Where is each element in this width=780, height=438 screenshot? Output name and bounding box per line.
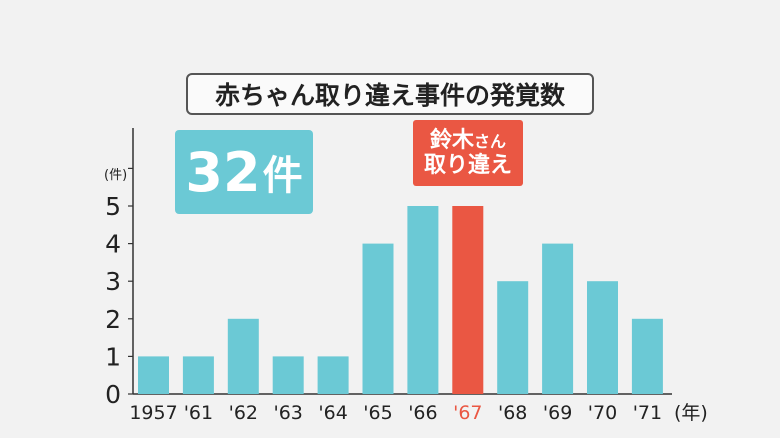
bar: [182, 356, 214, 394]
bar: [631, 318, 663, 394]
y-tick-label: 3: [105, 267, 121, 296]
x-tick-label: '67: [453, 402, 482, 424]
x-tick-label: '62: [229, 402, 258, 424]
highlight-callout: 鈴木さん 取り違え: [413, 120, 523, 186]
x-tick-label: '71: [633, 402, 662, 424]
x-tick-label: '61: [184, 402, 213, 424]
bar: [542, 243, 574, 394]
bar: [497, 281, 529, 394]
bar: [227, 318, 259, 394]
bar: [362, 243, 394, 394]
x-tick-label: '65: [363, 402, 392, 424]
bar-highlight: [452, 206, 484, 394]
total-count-value: 32: [185, 140, 261, 204]
total-count-unit: 件: [262, 153, 303, 199]
x-tick-label: '66: [408, 402, 437, 424]
bar: [407, 206, 439, 394]
y-tick-label: 0: [105, 380, 121, 409]
x-tick-label: '63: [273, 402, 302, 424]
x-tick-label: 1957: [129, 402, 177, 424]
x-tick-label: '64: [318, 402, 347, 424]
y-tick-label: 5: [105, 192, 121, 221]
y-axis-unit-label: (件): [104, 168, 128, 183]
x-tick-label: '70: [588, 402, 617, 424]
bar: [138, 356, 169, 394]
x-tick-label: '68: [498, 402, 527, 424]
callout-name: 鈴木: [429, 127, 474, 153]
bar: [317, 356, 349, 394]
y-tick-label: 1: [105, 342, 121, 371]
bar: [587, 281, 618, 394]
callout-honorific: さん: [474, 131, 507, 151]
y-tick-label: 2: [105, 305, 121, 334]
callout-line-2: 取り違え: [423, 153, 512, 178]
chart-title: 赤ちゃん取り違え事件の発覚数: [186, 73, 594, 115]
x-axis-unit-label: (年): [674, 402, 708, 424]
x-tick-label: '69: [543, 402, 572, 424]
callout-line-1: 鈴木さん: [430, 128, 506, 153]
y-tick-label: 4: [105, 230, 121, 259]
bar: [272, 356, 304, 394]
total-count-badge: 32 件: [175, 130, 313, 214]
